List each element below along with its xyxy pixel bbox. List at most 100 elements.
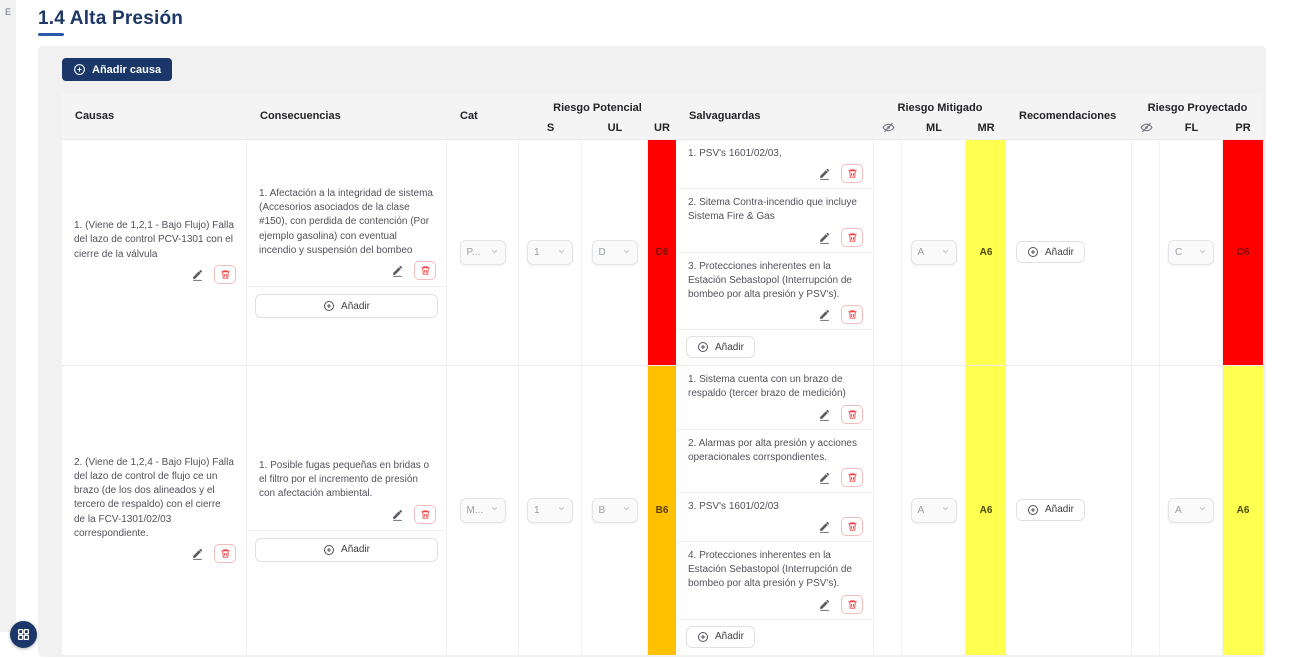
table-row: 2. (Viene de 1,2,4 - Bajo Flujo) Falla d… xyxy=(62,365,1263,655)
add-cause-button[interactable]: Añadir causa xyxy=(62,58,173,81)
trash-icon[interactable] xyxy=(841,164,863,184)
recomendaciones-cell: Añadir xyxy=(1006,140,1132,366)
circle-plus-icon xyxy=(1027,246,1039,258)
chevron-down-icon xyxy=(622,247,631,259)
header-causas: Causas xyxy=(75,110,115,122)
fl-select[interactable]: A xyxy=(1168,497,1214,523)
edit-icon[interactable] xyxy=(386,261,408,280)
edit-icon[interactable] xyxy=(813,595,835,614)
pr-risk-cell: C6 xyxy=(1223,140,1263,366)
table-header-row: Causas Consecuencias Cat Riesgo Potencia… xyxy=(62,93,1263,139)
add-recomendacion-button[interactable]: Añadir xyxy=(1016,498,1085,521)
ur-risk-cell: D6 xyxy=(648,140,676,366)
trash-icon[interactable] xyxy=(841,517,863,537)
edit-icon[interactable] xyxy=(813,228,835,247)
chevron-down-icon xyxy=(557,504,566,516)
trash-icon[interactable] xyxy=(841,404,863,424)
s-select[interactable]: 1 xyxy=(527,497,573,523)
sidebar-clipped-text: E xyxy=(5,7,12,17)
salvaguardas-cell: 1. Sistema cuenta con un brazo de respal… xyxy=(676,366,874,655)
add-consecuencia-button[interactable]: Añadir xyxy=(255,294,438,319)
chevron-down-icon xyxy=(490,504,499,516)
pr-risk-cell: A6 xyxy=(1223,366,1263,655)
hazop-panel: Añadir causa Causas Consecuencias Cat Ri… xyxy=(38,46,1266,657)
consecuencia-text: 1. Posible fugas pequeñas en bridas o el… xyxy=(259,460,430,500)
hidden-column-cell xyxy=(874,140,902,366)
salvaguarda-item: 2. Sitema Contra-incendio que incluye Si… xyxy=(676,189,873,253)
table-grid-fab-button[interactable] xyxy=(10,621,37,648)
add-recomendacion-button[interactable]: Añadir xyxy=(1016,241,1085,264)
edit-icon[interactable] xyxy=(386,505,408,524)
trash-icon[interactable] xyxy=(841,467,863,487)
hidden-column-cell xyxy=(1132,140,1160,366)
ml-select[interactable]: A xyxy=(910,240,957,266)
circle-plus-icon xyxy=(323,544,335,556)
collapsed-sidebar[interactable]: E xyxy=(0,0,16,632)
ul-cell: D xyxy=(582,140,648,366)
add-salvaguarda-button[interactable]: Añadir xyxy=(686,625,755,648)
edit-icon[interactable] xyxy=(813,517,835,536)
header-group-riesgo-potencial: Riesgo Potencial S UL UR xyxy=(519,93,676,139)
header-fl: FL xyxy=(1184,121,1199,134)
ur-risk-cell: B6 xyxy=(648,366,676,655)
edit-icon[interactable] xyxy=(186,265,208,284)
edit-icon[interactable] xyxy=(813,305,835,324)
trash-icon[interactable] xyxy=(841,594,863,614)
add-salvaguarda-button[interactable]: Añadir xyxy=(686,336,755,359)
causa-text: 1. (Viene de 1,2,1 - Bajo Flujo) Falla d… xyxy=(74,220,234,260)
cat-cell: P... xyxy=(447,140,519,366)
cat-select[interactable]: M... xyxy=(459,497,506,523)
edit-icon[interactable] xyxy=(186,544,208,563)
trash-icon[interactable] xyxy=(414,504,436,524)
eye-slash-icon[interactable] xyxy=(874,116,902,139)
salvaguarda-item: 2. Alarmas por alta presión y acciones o… xyxy=(676,430,873,493)
edit-icon[interactable] xyxy=(813,468,835,487)
hazop-table: Causas Consecuencias Cat Riesgo Potencia… xyxy=(62,93,1263,655)
trash-icon[interactable] xyxy=(414,261,436,281)
eye-slash-icon[interactable] xyxy=(1132,116,1160,139)
cat-select[interactable]: P... xyxy=(459,240,506,266)
main-content: 1.4 Alta Presión Añadir causa Causas Con… xyxy=(38,8,1266,657)
header-group-riesgo-mitigado: Riesgo Mitigado ML MR xyxy=(874,93,1006,139)
chevron-down-icon xyxy=(557,247,566,259)
header-pr: PR xyxy=(1235,121,1251,134)
header-ur: UR xyxy=(654,121,670,134)
header-salvaguardas: Salvaguardas xyxy=(689,110,761,122)
salvaguarda-item: 3. Protecciones inherentes en la Estació… xyxy=(676,253,873,331)
chevron-down-icon xyxy=(941,504,950,516)
causa-text: 2. (Viene de 1,2,4 - Bajo Flujo) Falla d… xyxy=(74,456,234,539)
add-consecuencia-button[interactable]: Añadir xyxy=(255,537,438,562)
trash-icon[interactable] xyxy=(214,543,236,563)
ml-select[interactable]: A xyxy=(910,497,957,523)
fl-cell: C xyxy=(1160,140,1223,366)
ul-select[interactable]: B xyxy=(591,497,638,523)
circle-plus-icon xyxy=(73,63,86,76)
title-underline xyxy=(38,33,64,36)
edit-icon[interactable] xyxy=(813,405,835,424)
header-cat: Cat xyxy=(460,110,478,122)
salvaguarda-item: 3. PSV's 1601/02/03 xyxy=(676,493,873,543)
s-cell: 1 xyxy=(519,140,582,366)
circle-plus-icon xyxy=(697,631,709,643)
ul-select[interactable]: D xyxy=(591,240,638,266)
salvaguarda-item: 4. Protecciones inherentes en la Estació… xyxy=(676,542,873,620)
edit-icon[interactable] xyxy=(813,164,835,183)
s-cell: 1 xyxy=(519,366,582,655)
header-ul: UL xyxy=(607,121,623,134)
fl-select[interactable]: C xyxy=(1168,240,1214,266)
consecuencia-text: 1. Afectación a la integridad de sistema… xyxy=(259,188,433,256)
chevron-down-icon xyxy=(941,247,950,259)
trash-icon[interactable] xyxy=(841,227,863,247)
s-select[interactable]: 1 xyxy=(527,240,573,266)
trash-icon[interactable] xyxy=(214,264,236,284)
trash-icon[interactable] xyxy=(841,305,863,325)
hidden-column-cell xyxy=(874,366,902,655)
recomendaciones-cell: Añadir xyxy=(1006,366,1132,655)
header-consecuencias: Consecuencias xyxy=(260,110,341,122)
header-group-riesgo-proyectado: Riesgo Proyectado FL PR xyxy=(1132,93,1263,139)
circle-plus-icon xyxy=(1027,504,1039,516)
circle-plus-icon xyxy=(323,300,335,312)
circle-plus-icon xyxy=(697,341,709,353)
fl-cell: A xyxy=(1160,366,1223,655)
consecuencias-cell: 1. Afectación a la integridad de sistema… xyxy=(247,140,447,366)
